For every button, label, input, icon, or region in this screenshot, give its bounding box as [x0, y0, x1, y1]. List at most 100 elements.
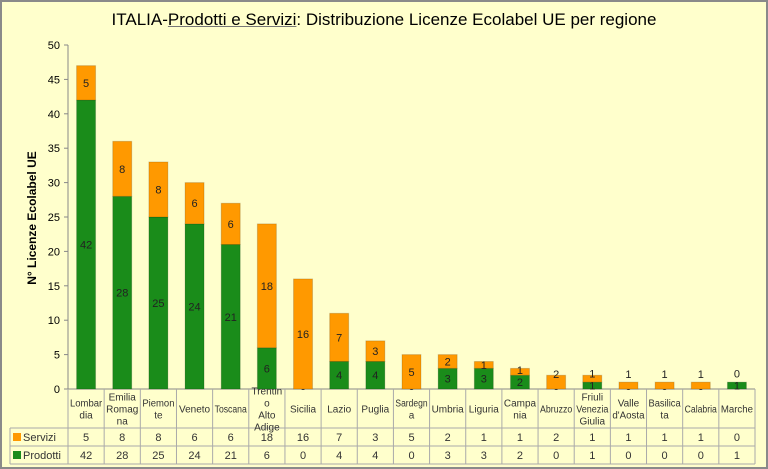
table-cell: 25 — [152, 450, 164, 462]
y-tick-label: 40 — [48, 109, 60, 121]
bar-servizi — [618, 381, 639, 390]
table-cell: 0 — [698, 450, 704, 462]
table-cell: 7 — [336, 432, 342, 444]
bar-servizi — [293, 278, 314, 390]
y-tick-label: 0 — [54, 384, 60, 396]
data-label-servizi: 2 — [445, 356, 451, 368]
table-cell: 6 — [228, 432, 234, 444]
data-label-servizi: 1 — [589, 369, 595, 381]
bar-servizi — [437, 354, 458, 369]
title-part-underlined: Prodotti e Servizi — [167, 10, 297, 29]
table-cell: 18 — [261, 432, 273, 444]
x-tick-label: Sicilia — [290, 405, 317, 416]
data-label-prodotti: 3 — [481, 374, 487, 386]
bar-servizi — [654, 381, 675, 390]
table-cell: 42 — [80, 450, 92, 462]
table-cell: 8 — [155, 432, 161, 444]
x-tick-label: Marche — [721, 405, 754, 416]
data-label-prodotti: 4 — [372, 370, 378, 382]
bar-prodotti — [365, 360, 386, 390]
table-cell: 1 — [698, 432, 704, 444]
bar-prodotti — [726, 381, 747, 390]
bar-servizi — [112, 140, 133, 197]
table-cell: 3 — [372, 432, 378, 444]
table-cell: 6 — [191, 432, 197, 444]
x-tick-label: Campa nia — [504, 399, 537, 422]
y-tick-label: 15 — [48, 281, 60, 293]
data-label-servizi: 1 — [662, 369, 668, 381]
bar-servizi — [329, 312, 350, 362]
table-cell: 5 — [83, 432, 89, 444]
data-label-prodotti: 4 — [336, 370, 342, 382]
table-cell: 1 — [517, 432, 523, 444]
bar-servizi — [148, 161, 169, 218]
y-tick-label: 5 — [54, 350, 60, 362]
data-label-prodotti: 28 — [116, 288, 128, 300]
table-cell: 1 — [625, 432, 631, 444]
data-label-servizi: 0 — [734, 369, 740, 381]
legend-label-prodotti: Prodotti — [23, 450, 61, 462]
bar-servizi — [473, 360, 494, 369]
title-part: ITALIA- — [111, 10, 168, 29]
bar-servizi — [365, 340, 386, 362]
data-label-servizi: 6 — [191, 198, 197, 210]
table-cell: 0 — [625, 450, 631, 462]
data-label-servizi: 1 — [698, 369, 704, 381]
bar-servizi — [509, 367, 530, 376]
table-cell: 0 — [300, 450, 306, 462]
x-tick-label: Liguria — [469, 405, 499, 416]
table-cell: 1 — [481, 432, 487, 444]
bar-servizi — [76, 65, 97, 101]
bar-servizi — [220, 202, 241, 246]
y-axis-label: N° Licenze Ecolabel UE — [25, 151, 39, 285]
table-cell: 4 — [372, 450, 378, 462]
data-label-prodotti: 1 — [589, 381, 595, 393]
table-cell: 1 — [589, 450, 595, 462]
table-cell: 16 — [297, 432, 309, 444]
legend-label-servizi: Servizi — [23, 432, 56, 444]
data-label-prodotti: 24 — [188, 301, 200, 313]
table-cell: 3 — [445, 450, 451, 462]
x-tick-label: Veneto — [179, 405, 211, 416]
data-label-servizi: 7 — [336, 332, 342, 344]
x-tick-label: Lombar dia — [70, 399, 103, 422]
data-label-prodotti: 3 — [445, 374, 451, 386]
table-cell: 0 — [553, 450, 559, 462]
x-tick-label: Abruzzo — [540, 405, 573, 416]
x-tick-label: Lazio — [327, 405, 351, 416]
bar-servizi — [184, 182, 205, 225]
x-tick-label: Sardegn a — [395, 399, 427, 422]
table-cell: 2 — [517, 450, 523, 462]
data-label-prodotti: 21 — [225, 312, 237, 324]
bar-servizi — [582, 374, 603, 383]
table-cell: 24 — [188, 450, 200, 462]
data-label-prodotti: 2 — [517, 377, 523, 389]
x-tick-label: Valle d'Aosta — [612, 399, 645, 422]
y-tick-label: 25 — [48, 212, 60, 224]
data-label-prodotti: 1 — [734, 381, 740, 393]
legend-swatch-prodotti — [13, 451, 21, 459]
x-tick-label: Puglia — [361, 405, 389, 416]
x-tick-label: Piemon te — [142, 399, 174, 422]
data-label-servizi: 1 — [625, 369, 631, 381]
y-tick-label: 50 — [48, 40, 60, 52]
table-cell: 1 — [734, 450, 740, 462]
x-tick-label: Emilia Romag na — [106, 393, 138, 428]
data-label-servizi: 1 — [517, 365, 523, 377]
bar-servizi — [690, 381, 711, 390]
x-tick-label: Calabria — [685, 405, 718, 416]
data-label-servizi: 5 — [83, 78, 89, 90]
x-tick-label: Basilica ta — [649, 399, 682, 422]
bar-servizi — [546, 374, 567, 390]
bar-servizi — [256, 223, 277, 349]
table-cell: 6 — [264, 450, 270, 462]
data-label-servizi: 16 — [297, 329, 309, 341]
table-cell: 21 — [225, 450, 237, 462]
table-cell: 5 — [408, 432, 414, 444]
data-label-prodotti: 25 — [152, 298, 164, 310]
data-label-servizi: 8 — [155, 184, 161, 196]
x-tick-label: Friuli Venezia Giulia — [576, 393, 609, 428]
data-label-servizi: 8 — [119, 164, 125, 176]
